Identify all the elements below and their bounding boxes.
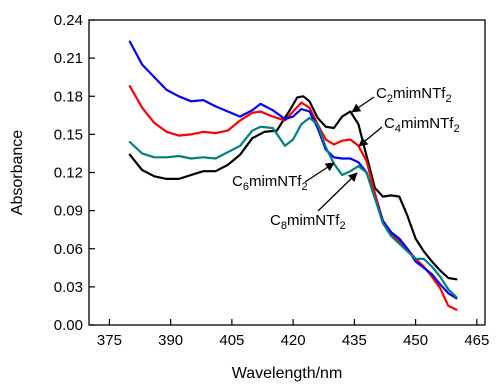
y-tick-label: 0.24 <box>54 12 83 29</box>
y-axis-title: Absorbance <box>9 130 26 215</box>
y-tick-label: 0.09 <box>54 203 83 220</box>
annotation-arrow <box>351 96 375 113</box>
x-tick-label: 405 <box>219 332 244 349</box>
y-tick-label: 0.06 <box>54 241 83 258</box>
y-tick-label: 0.21 <box>54 50 83 67</box>
y-tick-label: 0.12 <box>54 165 83 182</box>
x-tick-label: 465 <box>464 332 489 349</box>
annotation-arrow <box>358 126 383 147</box>
x-tick-label: 420 <box>281 332 306 349</box>
annotation-label-c2mimntf2: C2mimNTf2 <box>376 85 452 105</box>
series-line-c8mimntf2 <box>128 116 458 299</box>
y-tick-label: 0.00 <box>54 317 83 334</box>
annotation-label-c4mimntf2: C4mimNTf2 <box>384 115 460 135</box>
annotation-label-c6mimntf2: C6mimNTf2 <box>232 173 308 193</box>
annotation-label-c8mimntf2: C8mimNTf2 <box>270 212 346 232</box>
series-line-c2mimntf2 <box>128 95 458 281</box>
x-tick-label: 390 <box>158 332 183 349</box>
x-tick-label: 435 <box>342 332 367 349</box>
x-axis-title: Wavelength/nm <box>232 365 343 382</box>
tick-marks: 375 390 405 420 435 450 465 0.00 0.03 0.06 0.09 0.1… <box>54 12 490 349</box>
y-tick-label: 0.18 <box>54 88 83 105</box>
series-lines <box>128 40 458 311</box>
annotation-arrow <box>317 172 358 212</box>
y-tick-label: 0.15 <box>54 126 83 143</box>
annotation-arrow <box>304 162 335 183</box>
series-line-c6mimntf2 <box>128 40 458 300</box>
y-tick-label: 0.03 <box>54 279 83 296</box>
annotations: C2mimNTf2 C4mimNTf2 C6mimNTf2 C8mimNTf2 <box>232 85 460 232</box>
x-tick-label: 450 <box>403 332 428 349</box>
x-tick-label: 375 <box>97 332 122 349</box>
